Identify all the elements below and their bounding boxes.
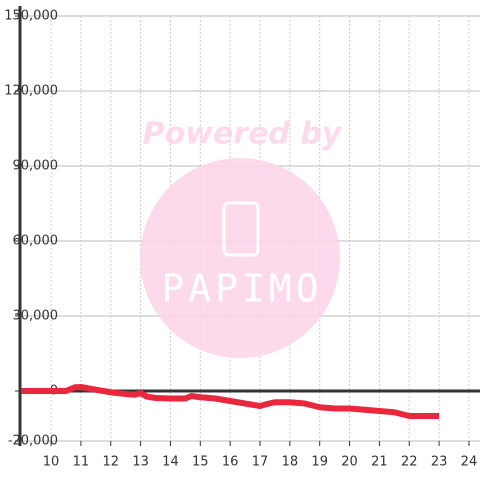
data-line bbox=[21, 384, 440, 419]
x-tick-label: 15 bbox=[192, 455, 209, 470]
y-tick-label: 120,000 bbox=[4, 84, 58, 99]
x-tick-label: 17 bbox=[252, 455, 269, 470]
watermark-circle bbox=[140, 158, 340, 358]
y-tick-label: 150,000 bbox=[4, 9, 58, 24]
x-tick-label: 21 bbox=[371, 455, 388, 470]
x-tick-label: 14 bbox=[162, 455, 179, 470]
x-tick-label: 10 bbox=[43, 455, 60, 470]
y-tick-label: 60,000 bbox=[13, 234, 59, 249]
watermark-title: Powered by bbox=[143, 117, 343, 152]
y-tick-label: -20,000 bbox=[8, 434, 58, 449]
y-tick-label: 30,000 bbox=[13, 309, 59, 324]
x-tick-label: 13 bbox=[132, 455, 149, 470]
x-tick-label: 18 bbox=[282, 455, 299, 470]
watermark-icon bbox=[222, 201, 260, 257]
x-tick-label: 23 bbox=[431, 455, 448, 470]
watermark-logo: PAPIMO bbox=[161, 267, 322, 311]
x-tick-label: 24 bbox=[461, 455, 478, 470]
watermark: Powered by PAPIMO bbox=[140, 117, 343, 358]
y-tick-label: 90,000 bbox=[13, 159, 59, 174]
x-tick-label: 19 bbox=[311, 455, 328, 470]
x-tick-label: 20 bbox=[341, 455, 358, 470]
x-tick-label: 22 bbox=[401, 455, 418, 470]
x-tick-label: 11 bbox=[73, 455, 90, 470]
x-tick-label: 16 bbox=[222, 455, 239, 470]
x-tick-label: 12 bbox=[102, 455, 119, 470]
